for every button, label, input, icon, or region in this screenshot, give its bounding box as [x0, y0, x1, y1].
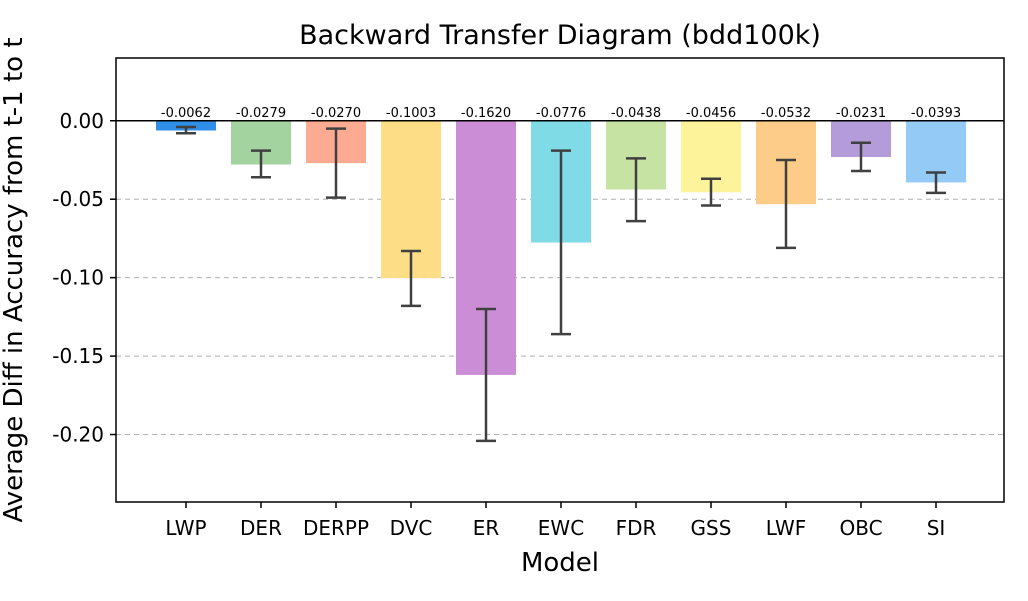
- x-tick-label: FDR: [616, 516, 657, 540]
- data-label: -0.0776: [536, 106, 586, 121]
- x-tick-label: LWF: [766, 516, 807, 540]
- y-tick-label: -0.05: [52, 187, 104, 211]
- x-tick-label: ER: [473, 516, 500, 540]
- bar-lwp: [156, 120, 216, 131]
- x-tick-label: DVC: [390, 516, 433, 540]
- y-tick-layer: 0.00 -0.05 -0.10 -0.15 -0.20: [52, 109, 116, 447]
- errorbar-ewc: [551, 149, 571, 336]
- x-axis-label: Model: [521, 548, 599, 578]
- x-tick-layer: LWP DER DERPP DVC ER EWC FDR GSS LWF OBC SI: [165, 502, 945, 540]
- errorbar-derpp: [326, 127, 346, 199]
- data-label: -0.0270: [311, 106, 361, 121]
- data-label: -0.0393: [911, 106, 961, 121]
- errorbar-gss: [701, 177, 721, 207]
- chart-title: Backward Transfer Diagram (bdd100k): [299, 20, 821, 51]
- errorbar-obc: [851, 141, 871, 173]
- y-tick-label: 0.00: [59, 109, 104, 133]
- x-tick-label: GSS: [691, 516, 732, 540]
- data-label: -0.0231: [836, 106, 886, 121]
- bar-layer: [156, 120, 966, 375]
- data-label: -0.1003: [386, 106, 436, 121]
- y-tick-label: -0.20: [52, 423, 104, 447]
- data-label: -0.0532: [761, 106, 811, 121]
- data-label: -0.0438: [611, 106, 661, 121]
- data-label: -0.0062: [161, 106, 211, 121]
- errorbar-lwf: [776, 158, 796, 250]
- x-tick-label: OBC: [839, 516, 882, 540]
- data-label: -0.1620: [461, 106, 511, 121]
- data-label: -0.0456: [686, 106, 736, 121]
- x-tick-label: DERPP: [303, 516, 369, 540]
- errorbar-der: [251, 149, 271, 179]
- x-tick-label: EWC: [538, 516, 584, 540]
- x-tick-label: SI: [927, 516, 946, 540]
- errorbar-lwp: [176, 125, 196, 135]
- errorbar-layer: [176, 125, 946, 443]
- plot-frame: [115, 57, 1005, 503]
- x-tick-label: LWP: [165, 516, 206, 540]
- x-tick-label: DER: [240, 516, 282, 540]
- errorbar-fdr: [626, 157, 646, 223]
- data-label: -0.0279: [236, 106, 286, 121]
- y-tick-label: -0.10: [52, 266, 104, 290]
- errorbar-si: [926, 171, 946, 195]
- errorbar-dvc: [401, 249, 421, 308]
- errorbar-er: [476, 307, 496, 443]
- y-tick-label: -0.15: [52, 344, 104, 368]
- y-axis-label: Average Diff in Accuracy from t-1 to t: [0, 37, 29, 522]
- value-label-layer: -0.0062 -0.0279 -0.0270 -0.1003 -0.1620 -0.07…: [161, 106, 961, 121]
